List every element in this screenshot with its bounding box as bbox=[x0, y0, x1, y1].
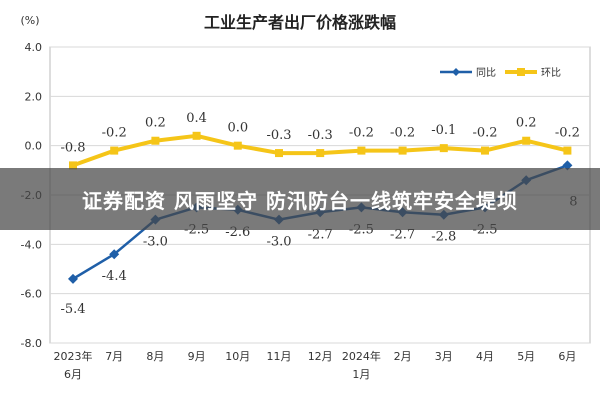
data-label-mom: 0.2 bbox=[145, 116, 166, 131]
x-tick-label: 7月 bbox=[105, 350, 123, 363]
legend-label-mom: 环比 bbox=[541, 67, 561, 79]
data-point-yoy bbox=[562, 160, 573, 171]
y-tick-label: 2.0 bbox=[25, 90, 43, 103]
data-label-mom: -0.1 bbox=[431, 123, 456, 138]
data-label-yoy: -5.4 bbox=[60, 302, 85, 317]
data-point-mom bbox=[481, 146, 489, 155]
data-label-mom: -0.2 bbox=[349, 126, 374, 141]
data-label-mom: 0.4 bbox=[186, 111, 207, 126]
data-label-yoy: -2.7 bbox=[308, 227, 333, 242]
y-tick-label: -8.0 bbox=[21, 337, 42, 350]
data-label-mom: -0.2 bbox=[390, 126, 415, 141]
data-label-mom: -0.2 bbox=[102, 126, 127, 141]
data-label-yoy: -2.8 bbox=[431, 230, 456, 245]
data-label-yoy: -3.0 bbox=[143, 235, 168, 250]
data-label-yoy: -4.4 bbox=[102, 269, 127, 284]
x-tick-label: 2月 bbox=[394, 350, 412, 363]
data-point-mom bbox=[233, 141, 242, 150]
data-point-mom bbox=[439, 144, 448, 153]
x-tick-label: 2023年 bbox=[54, 349, 93, 363]
data-label-mom: 0.0 bbox=[227, 121, 248, 136]
data-point-mom bbox=[316, 149, 325, 158]
data-label-mom: -0.2 bbox=[472, 126, 497, 141]
y-axis-unit-label: (%) bbox=[20, 14, 39, 27]
data-label-mom: -0.8 bbox=[60, 140, 85, 155]
x-tick-label: 1月 bbox=[352, 368, 370, 381]
x-tick-label: 12月 bbox=[308, 350, 333, 363]
data-point-mom bbox=[192, 131, 201, 140]
data-point-mom bbox=[398, 146, 407, 155]
data-point-mom bbox=[275, 149, 283, 158]
y-tick-label: -4.0 bbox=[21, 238, 42, 251]
data-label-mom: 0.2 bbox=[516, 116, 537, 131]
data-label-mom: -0.3 bbox=[266, 128, 291, 143]
data-point-mom bbox=[563, 146, 572, 155]
y-tick-label: 4.0 bbox=[25, 41, 43, 54]
y-tick-label: -6.0 bbox=[21, 288, 42, 301]
data-point-mom bbox=[357, 146, 366, 155]
data-point-mom bbox=[522, 136, 531, 145]
data-point-mom bbox=[151, 136, 160, 145]
x-tick-label: 8月 bbox=[146, 350, 164, 363]
legend-marker-mom bbox=[517, 68, 525, 76]
y-tick-label: 0.0 bbox=[25, 140, 43, 153]
x-tick-label: 6月 bbox=[558, 350, 576, 363]
x-tick-label: 9月 bbox=[188, 350, 206, 363]
x-tick-label: 6月 bbox=[64, 368, 82, 381]
data-point-mom bbox=[69, 161, 77, 170]
legend-marker-yoy bbox=[452, 68, 460, 76]
data-label-mom: -0.2 bbox=[555, 126, 580, 141]
x-tick-label: 10月 bbox=[225, 350, 250, 363]
x-tick-label: 4月 bbox=[476, 350, 494, 363]
overlay-banner: 证券配资 风雨坚守 防汛防台一线筑牢安全堤坝 bbox=[0, 168, 600, 230]
x-tick-label: 3月 bbox=[435, 350, 453, 363]
x-tick-label: 5月 bbox=[517, 350, 535, 363]
data-point-mom bbox=[110, 146, 119, 155]
data-point-yoy bbox=[68, 273, 78, 284]
data-label-mom: -0.3 bbox=[308, 128, 333, 143]
chart-title: 工业生产者出厂价格涨跌幅 bbox=[204, 13, 396, 32]
x-tick-label: 11月 bbox=[267, 350, 292, 363]
x-tick-label: 2024年 bbox=[342, 349, 381, 363]
data-point-yoy bbox=[109, 249, 120, 260]
data-label-yoy: -2.7 bbox=[390, 227, 415, 242]
data-label-yoy: -3.0 bbox=[266, 235, 291, 250]
legend-label-yoy: 同比 bbox=[476, 67, 496, 79]
